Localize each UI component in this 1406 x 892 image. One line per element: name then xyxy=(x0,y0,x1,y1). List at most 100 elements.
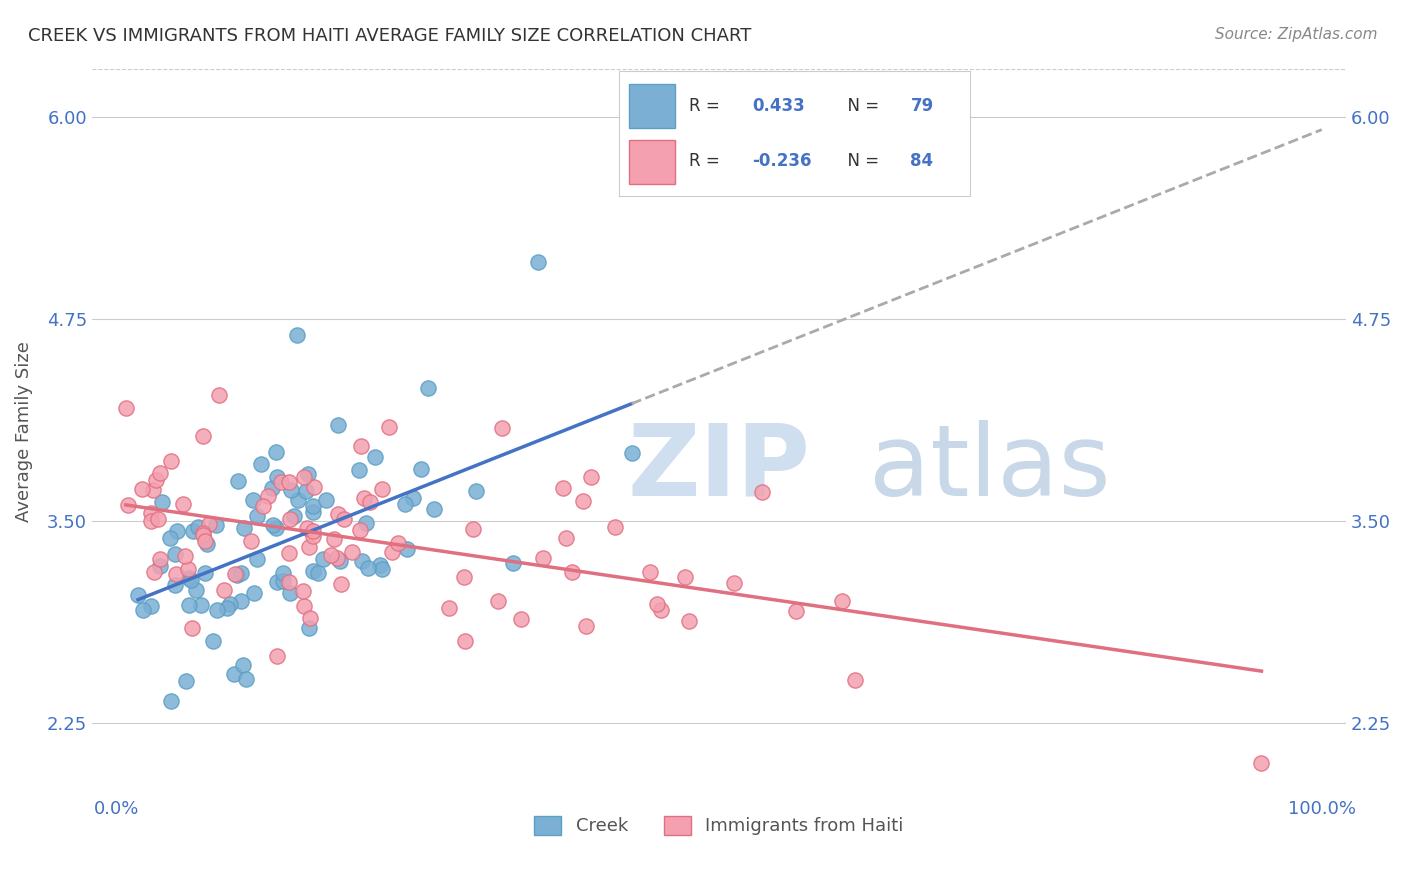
Creek xyxy=(174,673,197,688)
Immigrants from Haiti xyxy=(298,611,321,625)
Immigrants from Haiti xyxy=(302,529,325,543)
Immigrants from Haiti xyxy=(575,619,598,633)
Immigrants from Haiti xyxy=(277,574,299,589)
Immigrants from Haiti xyxy=(349,524,371,538)
Text: CREEK VS IMMIGRANTS FROM HAITI AVERAGE FAMILY SIZE CORRELATION CHART: CREEK VS IMMIGRANTS FROM HAITI AVERAGE F… xyxy=(28,27,751,45)
Creek xyxy=(401,491,423,505)
Immigrants from Haiti xyxy=(278,546,301,560)
Immigrants from Haiti xyxy=(571,494,593,508)
Creek xyxy=(328,417,350,432)
Creek xyxy=(266,575,288,590)
Immigrants from Haiti xyxy=(173,549,195,564)
Creek xyxy=(285,328,308,343)
Creek xyxy=(246,508,269,523)
Text: -0.236: -0.236 xyxy=(752,153,811,170)
Immigrants from Haiti xyxy=(142,483,165,497)
Immigrants from Haiti xyxy=(172,497,194,511)
Creek xyxy=(287,492,309,507)
Immigrants from Haiti xyxy=(673,570,696,584)
Immigrants from Haiti xyxy=(291,583,314,598)
Creek xyxy=(298,622,321,636)
Immigrants from Haiti xyxy=(359,495,381,509)
Immigrants from Haiti xyxy=(197,517,219,532)
Creek xyxy=(465,483,488,498)
Immigrants from Haiti xyxy=(531,550,554,565)
Text: N =: N = xyxy=(837,153,884,170)
Immigrants from Haiti xyxy=(647,598,669,612)
Creek xyxy=(165,547,187,561)
Creek xyxy=(194,566,217,581)
Creek xyxy=(264,520,287,534)
Immigrants from Haiti xyxy=(302,480,325,494)
Immigrants from Haiti xyxy=(387,535,409,549)
Immigrants from Haiti xyxy=(1250,756,1272,770)
Immigrants from Haiti xyxy=(342,545,364,559)
Creek xyxy=(184,583,207,598)
Creek xyxy=(243,585,266,599)
Bar xyxy=(630,140,675,184)
Creek xyxy=(262,517,284,532)
Creek xyxy=(297,467,319,482)
Creek xyxy=(160,694,183,708)
Text: ZIP: ZIP xyxy=(627,420,810,516)
Creek xyxy=(416,381,439,395)
Immigrants from Haiti xyxy=(510,612,533,626)
Creek xyxy=(205,603,228,617)
Creek xyxy=(266,470,288,484)
Immigrants from Haiti xyxy=(723,576,745,591)
Immigrants from Haiti xyxy=(194,534,217,549)
Immigrants from Haiti xyxy=(330,577,353,591)
Immigrants from Haiti xyxy=(461,522,484,536)
Creek xyxy=(177,571,200,585)
Immigrants from Haiti xyxy=(678,615,700,629)
Creek xyxy=(350,554,373,568)
Immigrants from Haiti xyxy=(117,498,139,512)
Immigrants from Haiti xyxy=(333,512,356,526)
Immigrants from Haiti xyxy=(257,489,280,503)
Creek xyxy=(356,516,378,530)
Immigrants from Haiti xyxy=(292,599,315,614)
Text: 84: 84 xyxy=(911,153,934,170)
Immigrants from Haiti xyxy=(141,506,163,520)
Immigrants from Haiti xyxy=(149,552,172,566)
Creek xyxy=(201,633,224,648)
Immigrants from Haiti xyxy=(146,512,169,526)
Creek xyxy=(280,483,302,497)
Creek xyxy=(187,520,209,534)
Immigrants from Haiti xyxy=(191,429,214,443)
Creek xyxy=(301,506,323,520)
Creek xyxy=(394,497,416,511)
Creek xyxy=(329,554,352,568)
Text: R =: R = xyxy=(689,97,725,115)
Creek xyxy=(242,492,264,507)
Creek xyxy=(411,462,433,476)
Immigrants from Haiti xyxy=(145,473,167,487)
Creek xyxy=(347,462,370,476)
Creek xyxy=(271,574,294,588)
Creek xyxy=(181,524,204,538)
Immigrants from Haiti xyxy=(224,567,246,582)
Creek xyxy=(295,483,318,498)
Creek xyxy=(205,518,228,533)
Immigrants from Haiti xyxy=(191,528,214,542)
Immigrants from Haiti xyxy=(295,521,318,535)
Creek xyxy=(301,499,323,513)
Creek xyxy=(177,598,200,612)
Immigrants from Haiti xyxy=(381,545,404,559)
Creek xyxy=(226,568,249,582)
Creek xyxy=(152,495,174,509)
Creek xyxy=(502,556,524,570)
Immigrants from Haiti xyxy=(298,540,321,554)
Immigrants from Haiti xyxy=(377,419,399,434)
Immigrants from Haiti xyxy=(278,512,301,526)
Immigrants from Haiti xyxy=(159,453,181,467)
Legend: Creek, Immigrants from Haiti: Creek, Immigrants from Haiti xyxy=(524,807,912,845)
Immigrants from Haiti xyxy=(371,483,394,497)
Immigrants from Haiti xyxy=(149,466,172,480)
Creek xyxy=(620,446,643,460)
Creek xyxy=(363,450,385,464)
Creek xyxy=(159,531,181,545)
Immigrants from Haiti xyxy=(453,634,475,648)
Immigrants from Haiti xyxy=(453,569,475,583)
Creek xyxy=(149,559,172,574)
